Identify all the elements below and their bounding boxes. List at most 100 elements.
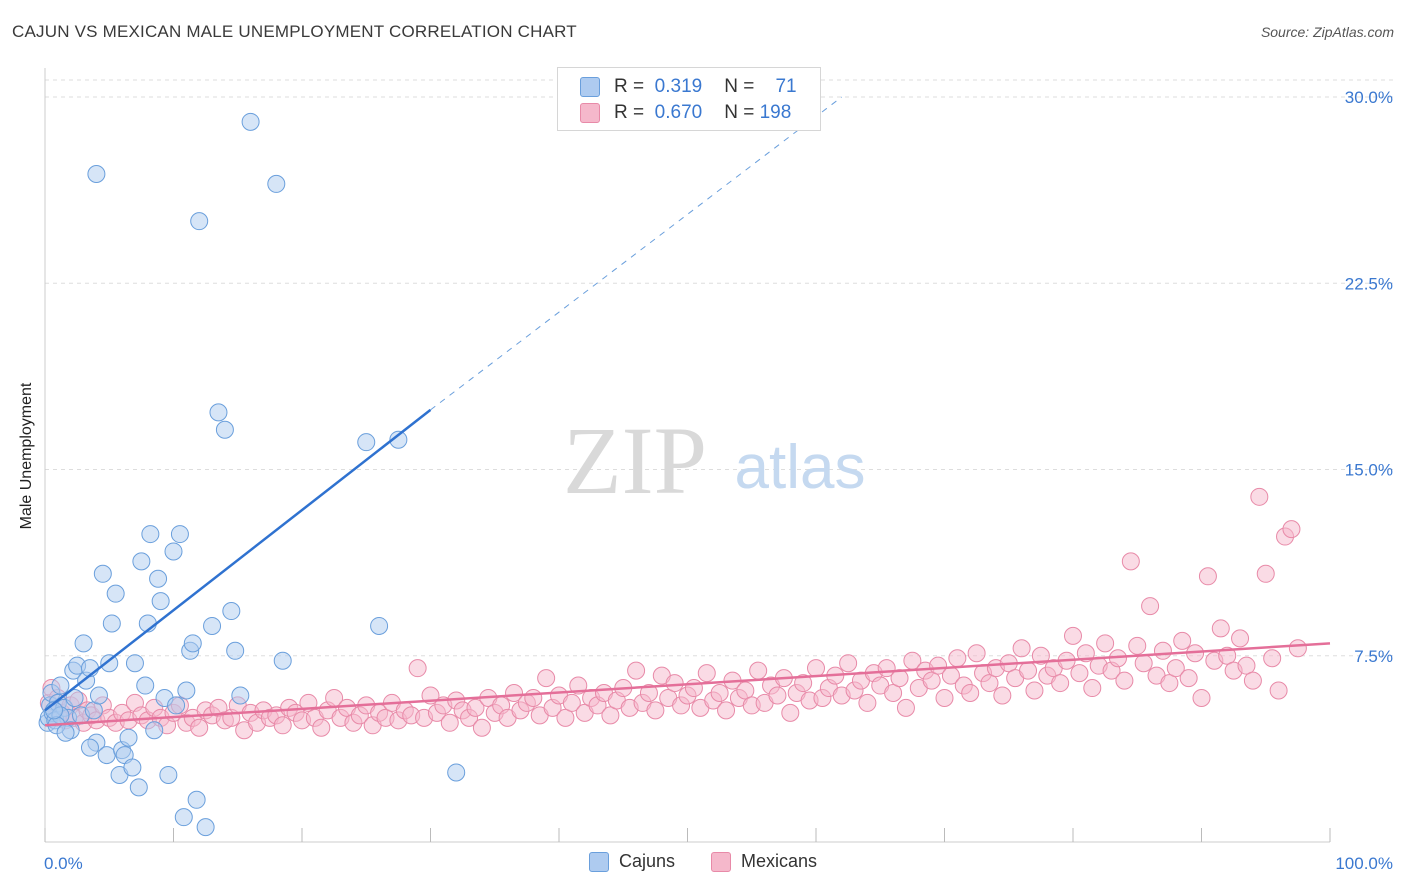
cajun-trend-extension: [430, 96, 843, 411]
mexican-point: [505, 684, 524, 702]
cajun-trend-line: [44, 408, 432, 712]
mexican-point: [665, 674, 684, 693]
mexican-point: [1064, 626, 1082, 645]
mexican-point: [537, 669, 556, 688]
mexican-point: [440, 713, 459, 732]
mexican-point: [1019, 661, 1038, 680]
series-legend: Cajuns Mexicans: [0, 851, 1406, 872]
mexican-point: [1051, 674, 1070, 693]
legend-item-cajuns[interactable]: Cajuns: [588, 851, 675, 872]
cajun-point: [190, 212, 209, 231]
correlation-legend: R = 0.319 N = 71 R = 0.670 N = 198: [557, 67, 821, 131]
mexican-point: [839, 654, 858, 673]
mexican-point: [807, 659, 825, 678]
cajun-point: [447, 763, 466, 782]
mexican-point: [717, 701, 736, 720]
cajun-point: [151, 592, 170, 611]
cajun-point: [87, 164, 106, 183]
mexican-point: [749, 661, 768, 680]
mexican-point: [794, 674, 813, 693]
cajun-point: [65, 688, 84, 707]
mexican-point: [961, 684, 980, 702]
mexican-point: [1263, 649, 1282, 668]
cajun-point: [74, 634, 93, 653]
mexican-point: [1218, 646, 1237, 665]
legend-item-mexicans[interactable]: Mexicans: [711, 851, 817, 872]
cajun-point: [129, 778, 148, 797]
mexican-point: [524, 688, 543, 707]
mexican-point: [1070, 664, 1089, 683]
mexican-point: [710, 684, 729, 702]
cajun-n-value: 71: [775, 76, 797, 97]
y-tick-label: 22.5%: [1345, 274, 1393, 293]
cajuns-legend-label: Cajuns: [618, 851, 675, 871]
mexican-point: [1025, 681, 1044, 700]
mexican-point: [190, 718, 209, 737]
cajun-point: [187, 790, 206, 809]
mexican-swatch: [580, 103, 600, 123]
mexican-point: [466, 698, 485, 717]
cajun-point: [93, 564, 112, 583]
cajun-point: [203, 616, 222, 635]
mexican-point: [768, 686, 787, 705]
mexican-point: [1121, 552, 1140, 571]
cajun-points: [38, 112, 466, 837]
cajun-r-label: R =: [614, 76, 645, 97]
mexican-point: [980, 674, 999, 693]
legend-row-mexican: R = 0.670 N = 198: [580, 101, 791, 125]
mexican-point: [601, 706, 620, 725]
source-attribution: Source: ZipAtlas.com: [1260, 24, 1394, 40]
axes: [44, 68, 1331, 843]
mexican-point: [993, 686, 1012, 705]
cajun-point: [89, 686, 108, 705]
grid-lines: [45, 79, 1395, 657]
cajun-point: [80, 738, 99, 757]
watermark-atlas: atlas: [735, 433, 866, 502]
mexican-point: [1243, 671, 1262, 690]
mexican-point: [1211, 619, 1230, 638]
mexican-point: [1141, 597, 1160, 616]
cajun-point: [370, 616, 389, 635]
mexican-point: [1288, 639, 1307, 658]
mexican-point: [408, 659, 427, 678]
mexican-point: [896, 698, 915, 717]
cajun-n-label: N =: [724, 76, 755, 97]
y-tick-label: 7.5%: [1354, 647, 1393, 666]
cajun-r-value: 0.319: [654, 76, 703, 97]
mexican-point: [1153, 641, 1172, 660]
cajun-point: [159, 765, 178, 784]
cajun-point: [119, 728, 138, 747]
cajun-point: [196, 818, 215, 837]
cajun-point: [56, 723, 75, 742]
mexican-point: [1269, 681, 1288, 700]
mexican-point: [697, 664, 716, 683]
mexican-point: [556, 708, 575, 727]
mexican-point: [929, 656, 948, 675]
mexican-point: [1282, 520, 1301, 539]
cajun-swatch: [580, 77, 600, 97]
mexican-point: [736, 681, 755, 700]
cajuns-legend-swatch: [588, 851, 609, 872]
trend-lines: [44, 96, 1331, 727]
cajun-point: [167, 696, 186, 715]
mexican-point: [1250, 487, 1269, 506]
mexican-point: [922, 671, 941, 690]
cajun-point: [125, 654, 144, 673]
cajun-point: [164, 542, 183, 561]
y-tick-label: 15.0%: [1345, 461, 1393, 480]
cajun-point: [51, 676, 70, 695]
mexican-point: [639, 684, 658, 702]
mexican-point: [1115, 671, 1134, 690]
mexican-point: [884, 684, 903, 702]
mexican-point: [1134, 654, 1153, 673]
mexican-point: [1256, 564, 1275, 583]
x-tick-label-min: 0.0%: [44, 854, 83, 873]
cajun-point: [132, 552, 151, 571]
mexican-point: [1237, 656, 1256, 675]
cajun-point: [174, 808, 193, 827]
cajun-point: [149, 569, 168, 588]
cajun-point: [145, 721, 164, 740]
cajun-point: [357, 433, 376, 452]
cajun-point: [389, 430, 408, 449]
